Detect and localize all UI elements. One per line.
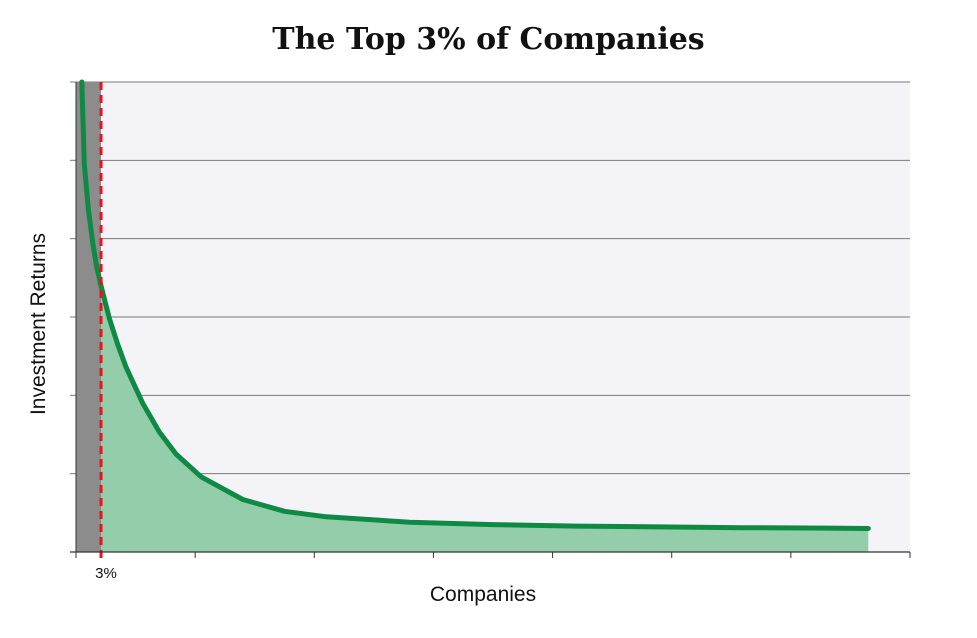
gridlines <box>70 81 910 475</box>
y-axis-label: Investment Returns <box>27 233 50 415</box>
x-axis-ticks <box>75 552 911 558</box>
x-tick-label-3-percent: 3% <box>95 565 117 582</box>
series-line <box>79 79 871 531</box>
series-area-fill <box>81 82 869 552</box>
chart-title: The Top 3% of Companies <box>272 22 705 57</box>
x-axis-label: Companies <box>430 583 536 606</box>
top-3-percent-band <box>76 82 102 552</box>
axes <box>70 82 910 553</box>
